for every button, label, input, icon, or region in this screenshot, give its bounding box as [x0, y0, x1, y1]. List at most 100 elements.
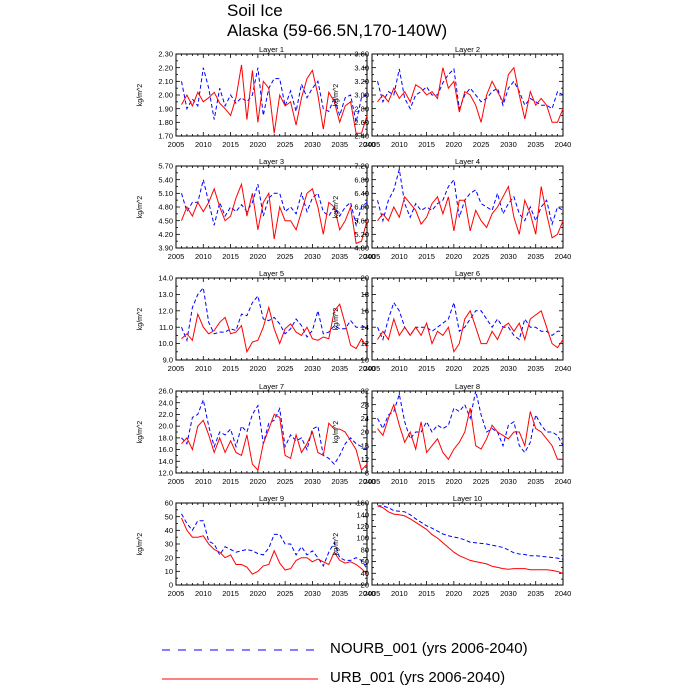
x-tick-label: 2020 — [250, 140, 267, 149]
y-tick-label: 30 — [165, 540, 173, 549]
x-tick-label: 2025 — [277, 477, 294, 486]
figure-subtitle: Alaska (59-66.5N,170-140W) — [227, 21, 448, 40]
y-tick-label: 2.60 — [354, 118, 369, 127]
panel-title: Layer 6 — [455, 269, 480, 278]
x-tick-label: 2030 — [304, 477, 321, 486]
chart-panel-layer-1: Layer 1 kg/m^2 2005 2010 2015 2020 2025 2030 203… — [137, 45, 375, 149]
x-tick-label: 2015 — [222, 477, 239, 486]
series-line-urb — [377, 184, 564, 239]
x-tick-label: 2015 — [418, 589, 435, 598]
x-tick-label: 2015 — [222, 252, 239, 261]
x-tick-label: 2020 — [446, 140, 463, 149]
y-tick-label: 12 — [361, 455, 369, 464]
series-line-urb — [181, 517, 368, 575]
x-tick-label: 2025 — [277, 589, 294, 598]
y-axis-label: kg/m^2 — [333, 421, 340, 443]
x-tick-label: 2010 — [391, 364, 408, 373]
x-tick-label: 2040 — [555, 140, 572, 149]
panel-title: Layer 3 — [259, 157, 284, 166]
y-axis-label: kg/m^2 — [137, 84, 144, 106]
x-tick-label: 2025 — [277, 140, 294, 149]
x-tick-label: 2030 — [500, 589, 517, 598]
y-axis-label: kg/m^2 — [333, 84, 340, 106]
x-tick-label: 2025 — [473, 252, 490, 261]
x-tick-label: 2030 — [500, 477, 517, 486]
series-line-nourb — [181, 179, 368, 228]
series-line-urb — [181, 413, 368, 472]
y-tick-label: 60 — [361, 557, 369, 566]
x-tick-label: 2035 — [331, 589, 348, 598]
y-tick-label: 2.30 — [158, 50, 173, 59]
y-tick-label: 3.90 — [158, 244, 173, 253]
panel-title: Layer 8 — [455, 382, 480, 391]
x-tick-label: 2010 — [391, 252, 408, 261]
x-tick-label: 2030 — [304, 140, 321, 149]
x-tick-label: 2035 — [527, 477, 544, 486]
y-axis-label: kg/m^2 — [333, 533, 340, 555]
x-tick-label: 2020 — [446, 252, 463, 261]
y-axis-label: kg/m^2 — [137, 421, 144, 443]
x-tick-label: 2040 — [359, 364, 376, 373]
y-tick-label: 20.0 — [158, 422, 173, 431]
x-tick-label: 2005 — [364, 252, 381, 261]
y-axis-label: kg/m^2 — [137, 196, 144, 218]
y-tick-label: 10 — [165, 567, 173, 576]
x-tick-label: 2035 — [331, 252, 348, 261]
y-tick-label: 6.00 — [354, 203, 369, 212]
y-tick-label: 2.10 — [158, 77, 173, 86]
plot-frame — [371, 277, 564, 361]
panel-title: Layer 7 — [259, 382, 284, 391]
x-tick-label: 2020 — [250, 364, 267, 373]
x-tick-label: 2025 — [473, 364, 490, 373]
x-tick-label: 2005 — [168, 140, 185, 149]
y-tick-label: 16 — [361, 306, 369, 315]
x-tick-label: 2035 — [527, 252, 544, 261]
x-tick-label: 2025 — [277, 252, 294, 261]
y-tick-label: 1.90 — [158, 104, 173, 113]
y-tick-label: 9.0 — [163, 356, 173, 365]
y-tick-label: 2.80 — [354, 104, 369, 113]
x-tick-label: 2040 — [359, 589, 376, 598]
y-tick-label: 3.20 — [354, 77, 369, 86]
legend-label-urb: URB_001 (yrs 2006-2040) — [330, 669, 506, 686]
chart-panel-layer-10: Layer 10 kg/m^2 2005 2010 2015 2020 2025 2030 20… — [333, 494, 571, 598]
x-tick-label: 2020 — [250, 589, 267, 598]
panel-title: Layer 9 — [259, 494, 284, 503]
x-tick-label: 2040 — [555, 477, 572, 486]
y-tick-label: 26.0 — [158, 387, 173, 396]
y-tick-label: 20 — [165, 553, 173, 562]
y-tick-label: 4.50 — [158, 216, 173, 225]
y-tick-label: 12.0 — [158, 306, 173, 315]
series-line-urb — [377, 505, 564, 574]
y-tick-label: 20 — [361, 274, 369, 283]
x-tick-label: 2015 — [418, 364, 435, 373]
x-tick-label: 2035 — [331, 477, 348, 486]
x-tick-label: 2040 — [359, 140, 376, 149]
y-tick-label: 20 — [361, 428, 369, 437]
y-tick-label: 6.80 — [354, 175, 369, 184]
legend-label-nourb: NOURB_001 (yrs 2006-2040) — [330, 640, 528, 657]
y-tick-label: 5.20 — [354, 230, 369, 239]
series-line-urb — [181, 303, 368, 354]
y-tick-label: 16 — [361, 441, 369, 450]
x-tick-label: 2025 — [473, 589, 490, 598]
series-line-urb — [181, 182, 368, 245]
x-tick-label: 2005 — [168, 252, 185, 261]
y-tick-label: 24.0 — [158, 398, 173, 407]
x-tick-label: 2040 — [359, 477, 376, 486]
panel-title: Layer 4 — [455, 157, 480, 166]
y-tick-label: 120 — [356, 522, 369, 531]
y-tick-label: 18.0 — [158, 433, 173, 442]
x-tick-label: 2035 — [527, 589, 544, 598]
x-tick-label: 2040 — [555, 589, 572, 598]
y-tick-label: 14 — [361, 323, 369, 332]
y-tick-label: 2.20 — [158, 63, 173, 72]
y-tick-label: 14.0 — [158, 457, 173, 466]
y-tick-label: 3.60 — [354, 50, 369, 59]
y-tick-label: 20 — [361, 581, 369, 590]
y-tick-label: 4.80 — [354, 244, 369, 253]
y-tick-label: 32 — [361, 387, 369, 396]
figure-title: Soil Ice — [227, 1, 283, 20]
x-tick-label: 2040 — [359, 252, 376, 261]
y-tick-label: 60 — [165, 499, 173, 508]
